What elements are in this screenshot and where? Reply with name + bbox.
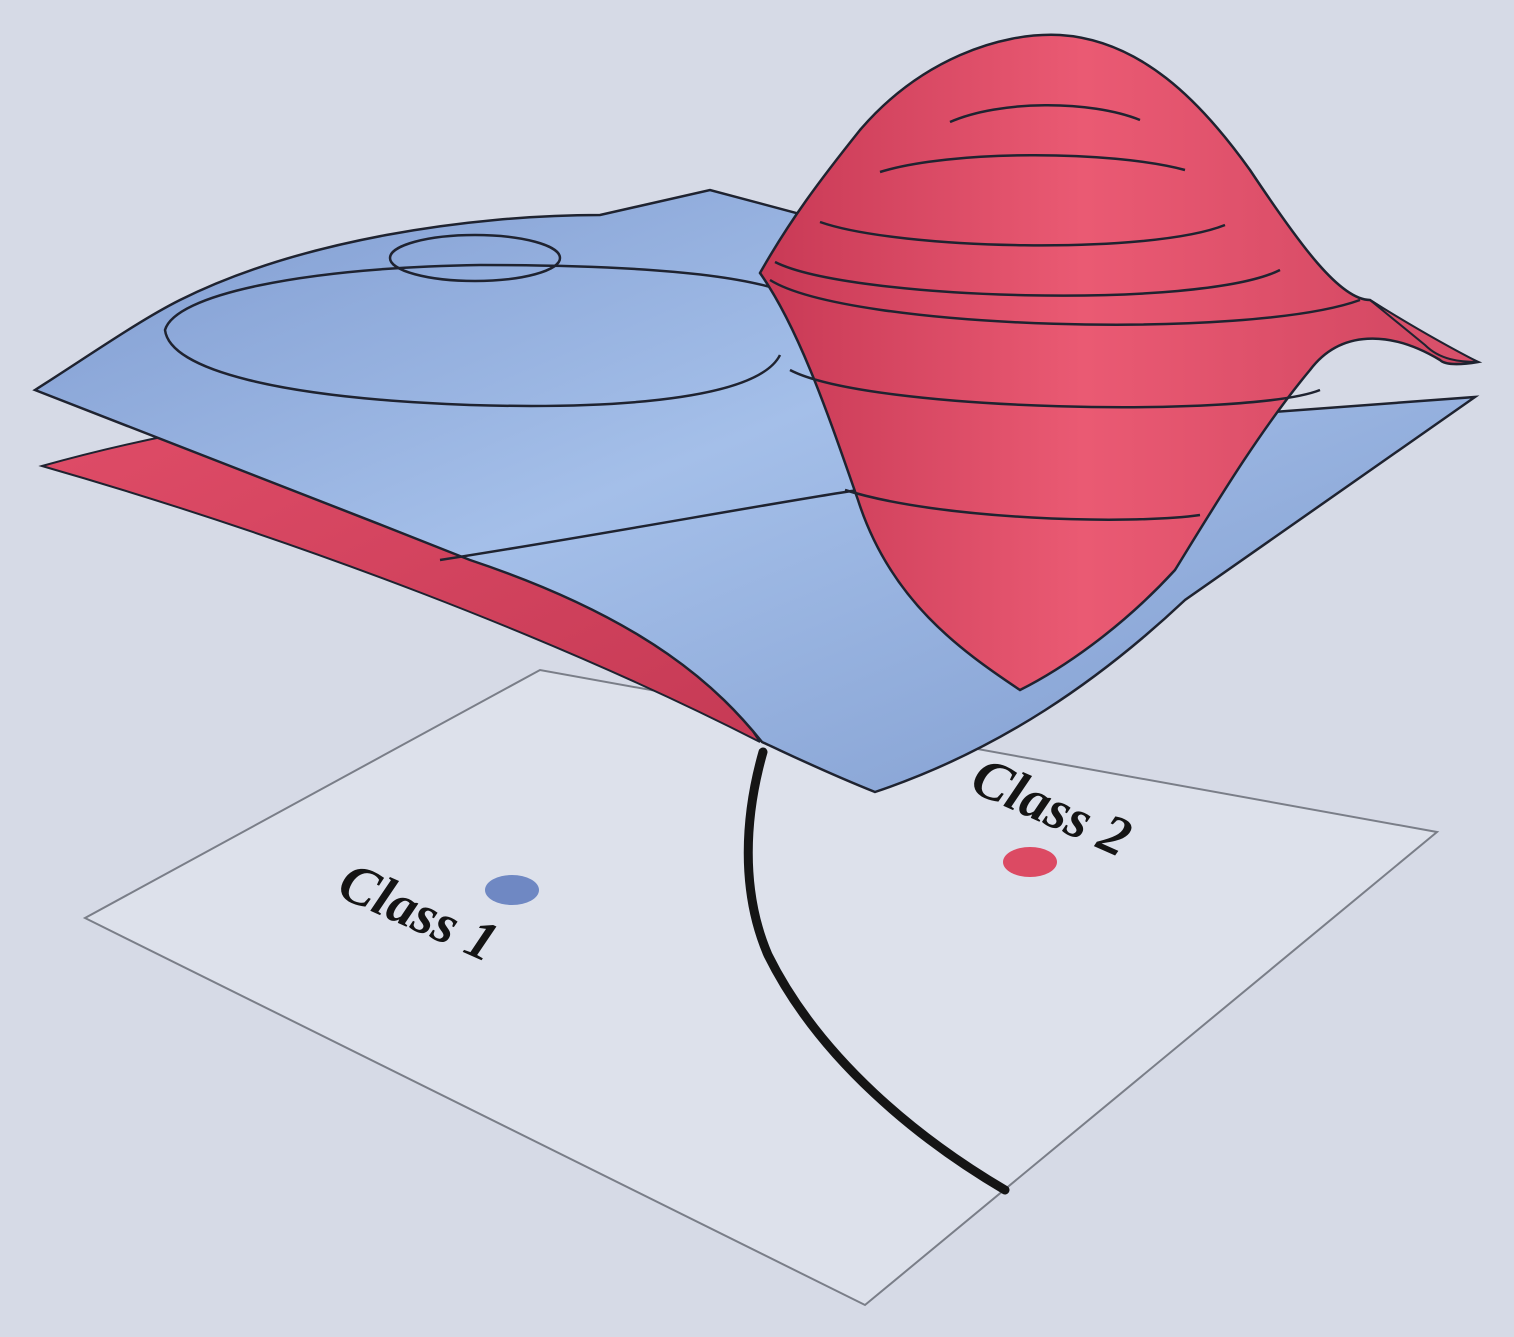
class-2-contour-1 xyxy=(949,104,1141,124)
class-2-contour-5 xyxy=(769,278,1361,326)
class-1-contour-inner xyxy=(388,233,562,283)
class-2-surface xyxy=(758,33,1483,692)
class-1-surface xyxy=(32,188,1480,794)
decision-boundary-curve xyxy=(743,747,1010,1195)
class-2-contour-7 xyxy=(844,488,1201,521)
class-2-contour-2 xyxy=(879,154,1186,174)
class-2-marker xyxy=(1003,847,1057,877)
class-2-contour-4 xyxy=(774,260,1281,297)
class-2-surface-tail xyxy=(1369,299,1479,363)
class-1-marker xyxy=(485,875,539,905)
class-1-contours xyxy=(163,233,859,562)
class-2-contour-6 xyxy=(789,368,1321,409)
class-2-contours xyxy=(769,104,1361,521)
base-plane xyxy=(82,668,1440,1307)
class-2-contour-3 xyxy=(819,220,1226,247)
class-1-contour-outer xyxy=(439,488,859,562)
class-1-contour-middle xyxy=(163,263,782,408)
